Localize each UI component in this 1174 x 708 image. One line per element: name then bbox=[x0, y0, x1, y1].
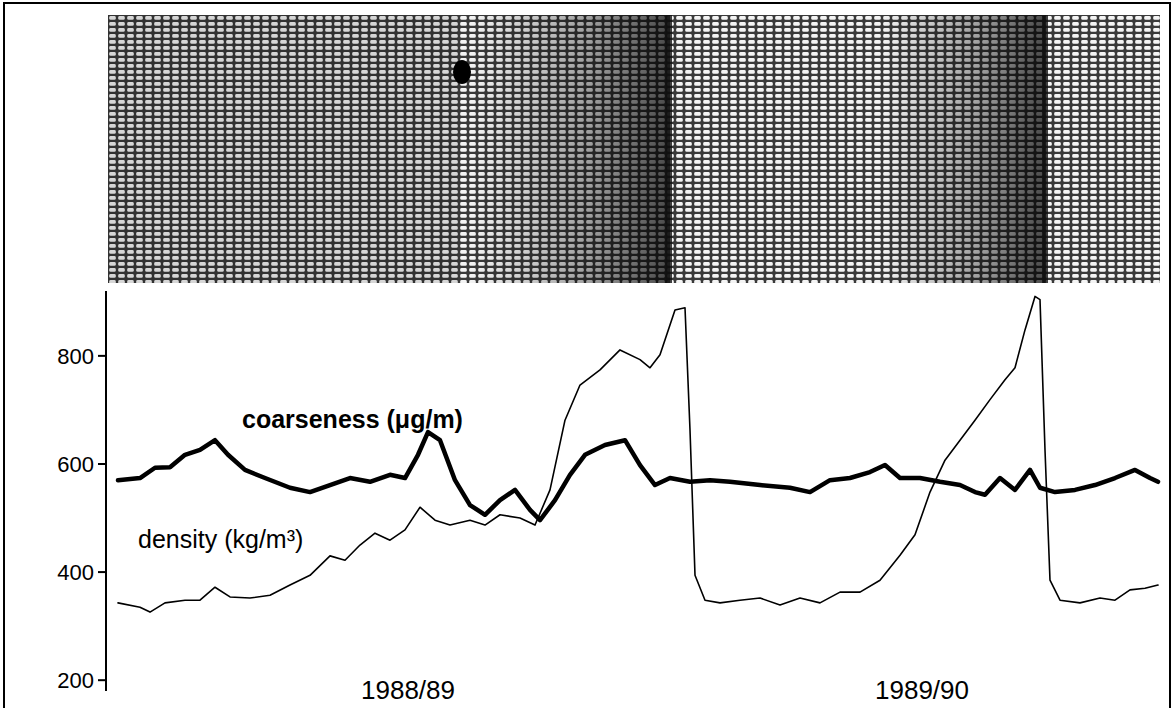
y-tick-label: 600 bbox=[57, 452, 94, 477]
y-axis bbox=[105, 291, 107, 691]
series-label: coarseness (μg/m) bbox=[242, 405, 463, 433]
micrograph bbox=[108, 15, 1160, 283]
coarseness-line bbox=[118, 432, 1158, 520]
ring-boundary bbox=[666, 15, 672, 283]
resin-spot bbox=[453, 60, 471, 84]
series-label: density (kg/m³) bbox=[138, 525, 303, 553]
micrograph-cells bbox=[108, 15, 1160, 283]
period-label: 1989/90 bbox=[875, 675, 969, 705]
y-tick bbox=[98, 571, 106, 573]
figure: 200 400 600 800 coarseness (μg/m) density (kg… bbox=[0, 0, 1174, 708]
shade bbox=[108, 15, 458, 283]
ring-boundary bbox=[1042, 15, 1048, 283]
y-tick bbox=[98, 679, 106, 681]
y-tick bbox=[98, 463, 106, 465]
y-tick bbox=[98, 355, 106, 357]
y-tick-label: 200 bbox=[57, 668, 94, 693]
period-label: 1988/89 bbox=[361, 675, 455, 705]
series-group bbox=[118, 296, 1158, 612]
y-tick-label: 800 bbox=[57, 344, 94, 369]
frame bbox=[4, 3, 1170, 708]
density-line bbox=[118, 296, 1158, 612]
y-tick-label: 400 bbox=[57, 560, 94, 585]
latewood-band bbox=[470, 15, 670, 283]
latewood-band bbox=[880, 15, 1046, 283]
